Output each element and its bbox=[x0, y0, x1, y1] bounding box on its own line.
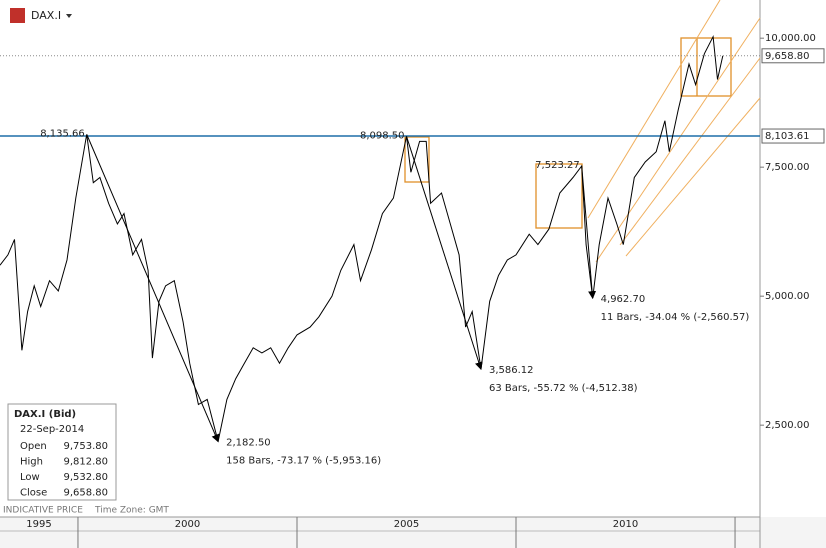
swing-label: 4,962.70 bbox=[601, 294, 646, 305]
swing-stats: 11 Bars, -34.04 % (-2,560.57) bbox=[601, 312, 750, 323]
channel-line bbox=[587, 0, 721, 219]
info-value: 9,812.80 bbox=[63, 457, 108, 468]
x-axis-strip bbox=[0, 517, 826, 548]
swing-stats: 63 Bars, -55.72 % (-4,512.38) bbox=[489, 383, 638, 394]
price-line-series bbox=[0, 34, 724, 442]
box bbox=[680, 37, 732, 97]
y-tick-label: 10,000.00 bbox=[765, 33, 816, 44]
x-tick-label: 2010 bbox=[613, 519, 638, 530]
price-tag-label: 8,103.61 bbox=[765, 131, 810, 142]
zigzag bbox=[581, 165, 597, 300]
swing-label: 2,182.50 bbox=[226, 438, 271, 449]
channel-line bbox=[595, 17, 761, 263]
swing-stats: 158 Bars, -73.17 % (-5,953.16) bbox=[226, 456, 381, 467]
box bbox=[535, 163, 583, 229]
time-zone: Time Zone: GMT bbox=[94, 506, 169, 516]
swing-label: 8,098.50 bbox=[360, 130, 405, 141]
zigzag bbox=[406, 136, 483, 371]
info-label: High bbox=[20, 457, 43, 468]
swing-label: 8,135.66 bbox=[40, 128, 85, 139]
price-type: INDICATIVE PRICE bbox=[3, 506, 83, 516]
swing-label: 3,586.12 bbox=[489, 365, 534, 376]
price-tag bbox=[761, 48, 825, 64]
symbol[interactable]: DAX.I bbox=[31, 9, 61, 22]
y-tick-label: 5,000.00 bbox=[765, 291, 810, 302]
info-label: Close bbox=[20, 488, 47, 499]
x-tick-label: 2000 bbox=[175, 519, 200, 530]
channel-line bbox=[619, 57, 761, 246]
info-label: Open bbox=[20, 441, 47, 452]
dropdown-arrow[interactable] bbox=[66, 14, 72, 18]
drawings bbox=[404, 37, 732, 229]
info-value: 9,753.80 bbox=[63, 441, 108, 452]
info-box bbox=[7, 403, 117, 501]
price-tag bbox=[761, 128, 825, 144]
price-tag-label: 9,658.80 bbox=[765, 51, 810, 62]
info-rows: Open 9,753.80 High 9,812.80 Low 9,532.80 Close… bbox=[20, 441, 108, 499]
x-tick-label: 1995 bbox=[26, 519, 51, 530]
swing-label: 7,523.27 bbox=[535, 160, 580, 171]
x-tick-label: 2005 bbox=[394, 519, 419, 530]
zigzag bbox=[86, 134, 220, 443]
channel bbox=[587, 0, 761, 263]
info-value: 9,532.80 bbox=[63, 472, 108, 483]
instrument-icon[interactable] bbox=[10, 8, 25, 23]
box bbox=[404, 136, 430, 183]
info-date: 22-Sep-2014 bbox=[20, 424, 84, 435]
channel-line bbox=[625, 97, 761, 257]
info-value: 9,658.80 bbox=[63, 488, 108, 499]
info-title: DAX.I (Bid) bbox=[14, 409, 76, 420]
y-tick-label: 7,500.00 bbox=[765, 162, 810, 173]
y-tick-label: 2,500.00 bbox=[765, 420, 810, 431]
info-label: Low bbox=[20, 472, 40, 483]
